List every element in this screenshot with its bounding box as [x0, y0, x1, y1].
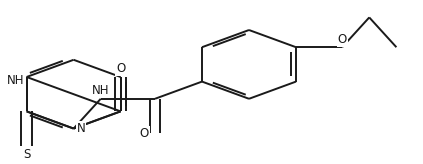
Text: NH: NH: [92, 84, 110, 97]
Text: NH: NH: [7, 74, 25, 87]
Text: O: O: [116, 62, 125, 75]
Text: O: O: [140, 127, 149, 140]
Text: N: N: [77, 122, 85, 135]
Text: S: S: [23, 148, 30, 161]
Text: O: O: [338, 33, 347, 46]
